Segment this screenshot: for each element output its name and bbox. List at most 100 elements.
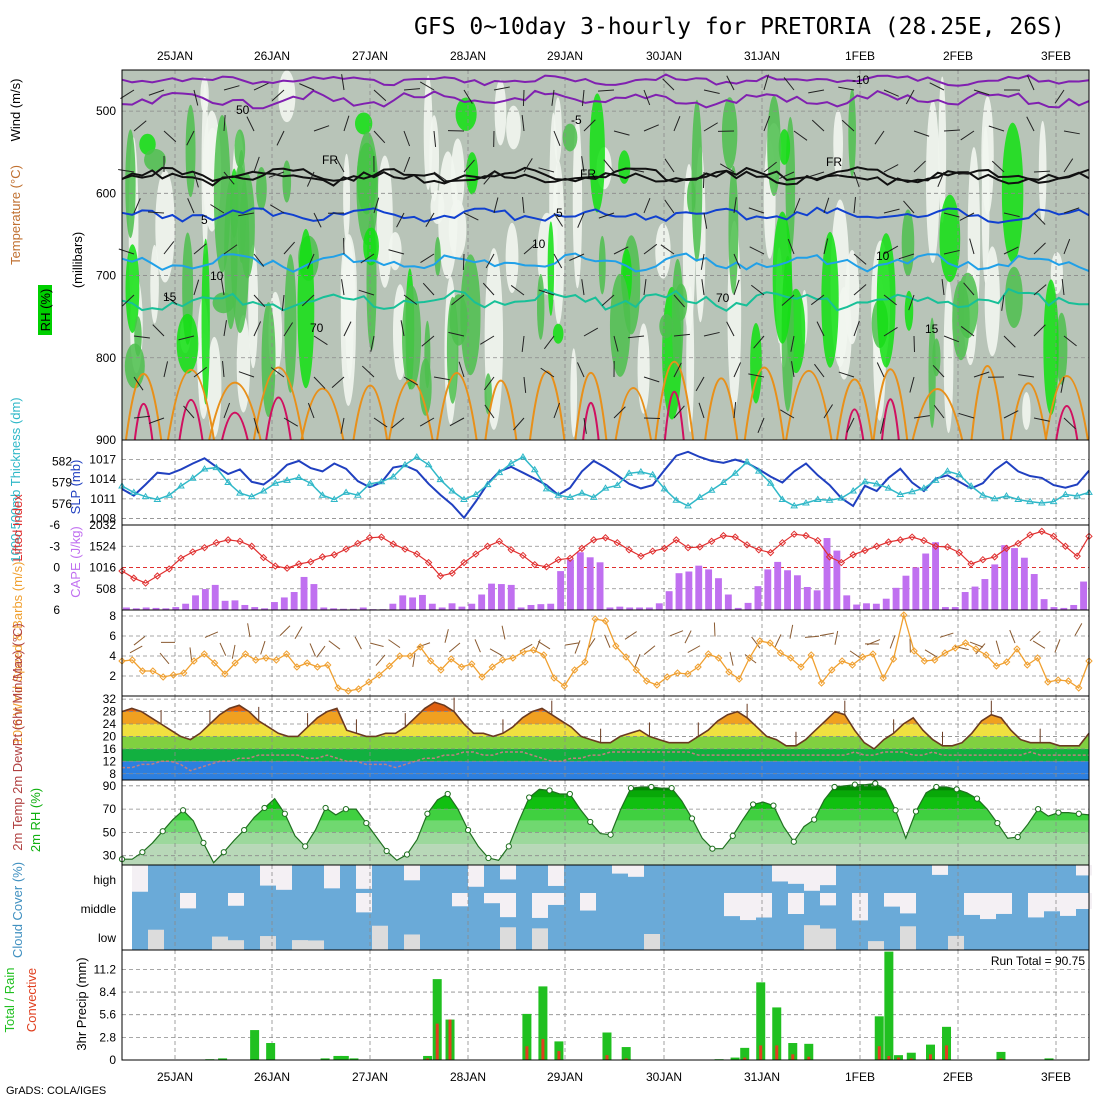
wind-barb [373,89,387,102]
precip-total-bar [602,1032,612,1060]
contour-label: FR [322,153,338,167]
contour-label: -10 [852,73,870,87]
thickness-marker [872,479,881,487]
wind-barb [449,417,465,427]
wind-barb [664,158,675,173]
wind-barb [780,409,795,419]
lifted-index-marker [755,546,763,554]
lifted-index-marker [601,534,610,542]
thickness-marker [412,453,421,460]
contour-label: 5 [556,206,563,220]
cloud-gap [292,940,308,950]
surface-wind-barb [309,643,316,657]
temperature-band [122,748,1089,762]
wind-barb [120,89,135,99]
surface-wind-barb [129,645,143,654]
rh-moist-region [144,148,167,171]
lifted-index-marker [719,531,728,540]
precip-tick-label: 8.4 [99,985,116,999]
precip-total-bar [333,1055,343,1060]
lifted-index-marker [248,542,256,550]
wind-speed-marker [478,673,486,681]
wind-speed-marker [128,656,136,664]
lifted-index-marker [979,556,987,564]
cape-bar [330,608,338,610]
wind-barb [601,294,615,307]
lifted-index-marker [306,558,315,566]
lifted-index-marker [165,565,173,573]
wind-barb [853,284,867,296]
thickness-marker [471,490,480,498]
wind-barb [307,402,315,419]
lifted-index-marker [483,542,492,550]
thickness-marker [507,459,516,466]
humidity-marker [912,808,920,815]
cape-bar [123,607,130,610]
lifted-index-marker [931,542,940,550]
wind-barb [522,197,525,214]
isotherm-warm-arc [388,379,434,441]
wind-barb [1033,170,1051,173]
wind-barb [581,156,585,173]
cape-bar [537,604,545,610]
temperature-band [122,711,1089,724]
rh-moist-region [750,322,762,404]
wind-barb [664,199,675,214]
chart-title: GFS 0~10day 3-hourly for PRETORIA (28.25… [414,14,1065,40]
rh-moist-region [213,115,231,273]
date-label-top: 3FEB [1041,49,1071,63]
surface-wind-barb [316,645,326,658]
wind-barb [883,294,897,306]
surface-wind-barb [375,654,386,666]
wind-barb [433,130,437,147]
cloud-gap [580,893,596,911]
wind-barb [268,171,285,178]
wind-barb [553,212,563,227]
cape-bar [507,584,515,610]
thickness-marker [648,470,657,478]
cape-tick-label: 1524 [89,539,116,553]
wind-barb [783,77,795,91]
cloud-gap [180,893,196,909]
humidity-marker [729,832,736,839]
slp-tick-label: 1014 [89,472,116,486]
wind-speed-marker [930,656,939,664]
ylabel-rh: RH (%) [38,289,53,332]
wind-barb [269,204,285,214]
wind-speed-marker [591,615,599,623]
wind-speed-marker [241,650,250,658]
thickness-marker [625,469,633,476]
thickness-marker [224,478,233,485]
wind-barb [787,238,795,255]
cloud-gap [500,927,516,950]
cloud-level-label: low [98,931,116,945]
ylabel-millibars: (millibars) [70,232,85,288]
wind-barb [903,200,915,214]
wind-speed-marker [272,656,281,664]
isotherm-hot-arc [1055,404,1079,441]
surface-wind-barb [564,642,579,646]
rh-dry-region [637,323,650,414]
wind-barb [908,294,915,311]
lifted-index-marker [696,543,704,551]
precip-convective-bar [791,1054,795,1060]
wind-speed-marker [663,673,671,681]
rh-moist-region [201,238,210,405]
wind-barb [1018,374,1035,378]
ylabel-cloud-cover: Cloud Cover (%) [10,862,25,958]
rh-dry-region [552,160,565,325]
cloud-gap [532,928,548,950]
rh-moist-region [687,180,696,215]
rh-moist-region [598,235,606,295]
cloud-gap [548,893,564,905]
rh-dry-region [926,100,940,264]
surface-wind-barb [294,626,303,640]
thickness-marker [330,495,339,502]
wind-barb [420,253,435,264]
slp-tick-label: 1008 [89,511,116,525]
precip-total-bar [740,1047,750,1060]
humidity-tick-label: 30 [103,849,117,863]
thickness-marker [283,476,291,483]
precip-convective-bar [807,1056,811,1060]
humidity-marker [709,845,716,852]
